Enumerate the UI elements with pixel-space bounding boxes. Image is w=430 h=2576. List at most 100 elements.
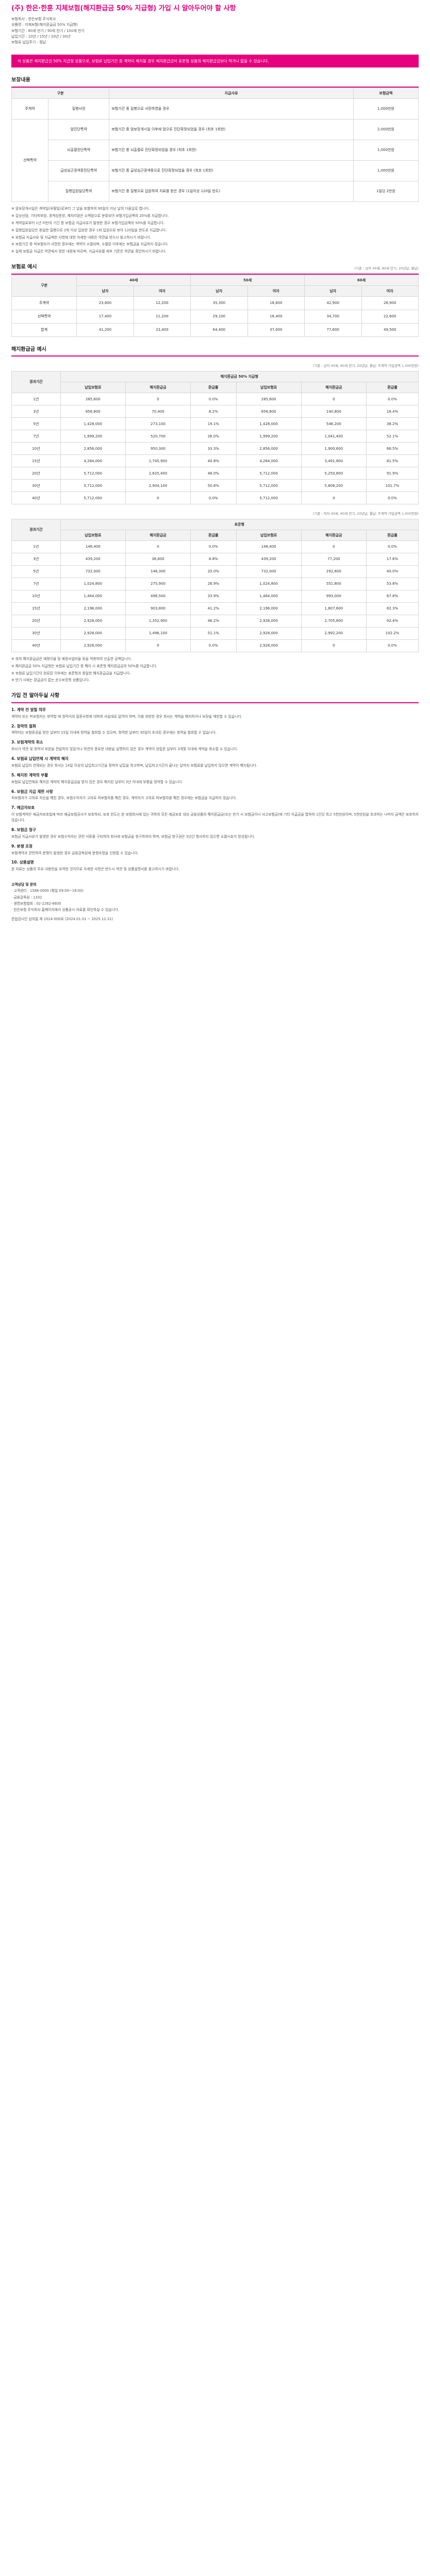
table-row: 20년 5,712,000 2,625,400 46.0% 5,712,000 5,250… bbox=[11, 467, 419, 480]
refund-cell: 33.3% bbox=[190, 442, 237, 455]
refund-header: 환급률 bbox=[366, 529, 419, 541]
guide-item: 2. 청약의 철회 계약자는 보험증권을 받은 날부터 15일 이내에 청약을 철… bbox=[11, 724, 419, 736]
guide-item-desc: 계약자 또는 피보험자는 청약할 때 청약서의 질문사항에 대하여 사실대로 알… bbox=[11, 714, 242, 719]
premium-cell: 41,200 bbox=[76, 323, 134, 337]
refund-cell: 20년 bbox=[11, 614, 61, 628]
refund-cell: 2,856,000 bbox=[236, 442, 302, 455]
coverage-desc: 보험기간 중 암보장개시일 이후에 암으로 진단확정되었을 경우 (최초 1회한… bbox=[109, 119, 354, 141]
coverage-name: 질병입원일당특약 bbox=[47, 181, 110, 202]
coverage-name: 뇌출혈진단특약 bbox=[47, 140, 110, 161]
note-line: ※ 보험료 납입기간이 완료된 이후에는 표준형과 동일한 해지환급금을 지급합… bbox=[11, 671, 131, 675]
table-row: 20년 2,928,000 1,352,900 46.2% 2,928,000 2,705… bbox=[11, 614, 419, 628]
table-row: 15년 4,284,000 1,745,900 40.8% 4,284,000 3,491… bbox=[11, 454, 419, 468]
refund-cell: 0 bbox=[125, 639, 191, 652]
table-row: 40년 5,712,000 0 0.0% 5,712,000 0 0.0% bbox=[11, 492, 419, 505]
guide-item-desc: 보험금 지급사유가 발생한 경우 보험수익자는 관련 서류를 구비하여 회사에 … bbox=[11, 834, 255, 839]
refund-cell: 0 bbox=[125, 393, 191, 406]
coverage-header-reason: 지급사유 bbox=[109, 87, 354, 99]
coverage-amount: 1일당 2만원 bbox=[353, 181, 419, 202]
table-row: 선택특약 암진단특약 보험기간 중 암보장개시일 이후에 암으로 진단확정되었을… bbox=[11, 119, 419, 202]
refund-cell: 10년 bbox=[11, 442, 61, 455]
table-row: 질병입원일당특약 보험기간 중 질병으로 입원하여 치료를 받은 경우 (1일이… bbox=[12, 181, 419, 202]
contact-line: · 한은보험 주식회사 홈페이지에서 상품공시 자료를 확인하실 수 있습니다. bbox=[11, 908, 120, 912]
refund-cell: 53.8% bbox=[366, 577, 419, 590]
refund-cell: 5,712,000 bbox=[60, 492, 126, 505]
refund-cell: 0 bbox=[125, 540, 191, 553]
guide-item-desc: 보험계약과 관련하여 분쟁이 발생한 경우 금융감독원에 분쟁조정을 신청할 수… bbox=[11, 851, 139, 855]
refund-cell: 285,600 bbox=[60, 393, 126, 406]
premium-cell: 29,100 bbox=[190, 309, 248, 324]
premium-cell: 18,600 bbox=[247, 296, 305, 310]
refund-subhead: (기준 : 남자 40세, 80세 만기, 20년납, 월납, 주계약 가입금액… bbox=[11, 364, 419, 368]
refund-header: 납입보험료 bbox=[60, 529, 126, 541]
refund-cell: 2,928,000 bbox=[60, 626, 126, 640]
refund-cell: 1,024,800 bbox=[60, 577, 126, 590]
refund-caption: (기준 : 남자 40세, 80세 만기, 20년납, 월납, 주계약 가입금액… bbox=[312, 364, 419, 368]
refund-cell: 5,250,800 bbox=[301, 467, 367, 480]
contact-line: · 금융감독원 : 1332 bbox=[11, 895, 42, 900]
refund-cell: 1,428,000 bbox=[236, 417, 302, 431]
refund-cell: 3년 bbox=[11, 552, 61, 566]
refund-header: 납입보험료 bbox=[236, 529, 302, 541]
page: (주) 한은·한훈 지체보험(해지환급금 50% 지급형) 가입 시 알아두어야… bbox=[0, 0, 430, 943]
refund-cell: 46.0% bbox=[190, 467, 237, 480]
refund-header: 납입보험료 bbox=[60, 381, 126, 394]
refund-cell: 15년 bbox=[11, 454, 61, 468]
refund-cell: 15년 bbox=[11, 602, 61, 615]
contact-section: 고객상담 및 문의 · 고객센터 : 1588-0000 (평일 09:00~1… bbox=[11, 882, 419, 922]
refund-cell: 2,928,000 bbox=[236, 639, 302, 652]
coverage-notes: ※ 암보장개시일은 계약일(부활일)로부터 그 날을 포함하여 90일이 지난 … bbox=[11, 206, 419, 255]
guide-item-title: 1. 계약 전 알릴 의무 bbox=[11, 707, 46, 712]
refund-cell: 0.0% bbox=[190, 492, 237, 505]
refund-cell: 273,100 bbox=[125, 417, 191, 431]
premium-cell: 34,700 bbox=[304, 309, 362, 324]
refund-cell: 2,625,400 bbox=[125, 467, 191, 480]
refund-cell: 903,800 bbox=[125, 602, 191, 615]
section-title-text: 가입 전 알아두실 사항 bbox=[11, 693, 60, 699]
guide-item-title: 8. 보험금 청구 bbox=[11, 827, 36, 832]
refund-cell: 8.2% bbox=[190, 405, 237, 418]
refund-cell: 40년 bbox=[11, 639, 61, 652]
refund-cell: 0.0% bbox=[190, 639, 237, 652]
refund-cell: 1년 bbox=[11, 393, 61, 406]
refund-notes: ※ 위의 해지환급금은 예정이율 및 예정사업비율 등을 적용하여 산출한 금액… bbox=[11, 656, 419, 684]
review-number: 준법감시인 심의필 제 2024-000호 (2024.01.01 ~ 2025… bbox=[11, 917, 113, 922]
premium-row-label: 주계약 bbox=[11, 296, 77, 310]
refund-cell: 19.1% bbox=[190, 417, 237, 431]
section-title-text: 보장내용 bbox=[11, 77, 30, 83]
note-line: ※ 암보장개시일은 계약일(부활일)로부터 그 날을 포함하여 90일이 지난 … bbox=[11, 207, 150, 211]
refund-cell: 1,807,600 bbox=[301, 602, 367, 615]
premium-cell: 49,500 bbox=[361, 323, 419, 337]
refund-section: 해지환급금 예시 (기준 : 남자 40세, 80세 만기, 20년납, 월납,… bbox=[11, 346, 419, 683]
refund-cell: 5,712,000 bbox=[236, 492, 302, 505]
refund-cell: 5,712,000 bbox=[236, 479, 302, 493]
guide-item-desc: 계약자는 보험증권을 받은 날부터 15일 이내에 청약을 철회할 수 있으며,… bbox=[11, 731, 217, 735]
refund-header: 납입보험료 bbox=[236, 381, 302, 394]
refund-cell: 8.8% bbox=[190, 552, 237, 566]
refund-header: 해지환급금 bbox=[301, 381, 367, 394]
section-title-text: 해지환급금 예시 bbox=[11, 346, 46, 352]
refund-cell: 1,745,900 bbox=[125, 454, 191, 468]
guide-item-title: 5. 해지된 계약의 부활 bbox=[11, 772, 48, 777]
note-line: ※ 계약일로부터 1년 미만의 기간 중 보험금 지급사유가 발생한 경우 보험… bbox=[11, 221, 165, 225]
contact-line: · 생명보험협회 : 02-2262-6600 bbox=[11, 901, 61, 906]
note-line: ※ 보험금 지급사유 및 지급제한 사항에 대한 자세한 내용은 약관을 반드시… bbox=[11, 235, 152, 240]
premium-header: 구분 bbox=[11, 274, 77, 297]
refund-header: 경과기간 bbox=[11, 370, 61, 394]
refund-cell: 0.0% bbox=[366, 540, 419, 553]
table-row: 1년 285,600 0 0.0% 285,600 0 0.0% bbox=[11, 393, 419, 406]
refund-cell: 2,856,000 bbox=[60, 442, 126, 455]
product-info: 보험회사 : 한은보험 주식회사 상품명 : 지체보험(해지환급금 50% 지급… bbox=[11, 16, 419, 45]
premium-cell: 22,600 bbox=[361, 309, 419, 324]
refund-cell: 52.1% bbox=[366, 430, 419, 443]
refund-cell: 2,904,100 bbox=[125, 479, 191, 493]
guide-item-desc: 본 자료는 상품의 주요 내용만을 요약한 것이므로 자세한 사항은 반드시 약… bbox=[11, 867, 180, 872]
note-line: ※ 갑상선암, 기타피부암, 경계성종양, 제자리암은 소액암으로 분류되어 보… bbox=[11, 213, 169, 218]
refund-cell: 50.8% bbox=[190, 479, 237, 493]
refund-cell: 0 bbox=[301, 540, 367, 553]
guide-item: 6. 보험금 지급 제한 사항 피보험자가 고의로 자신을 해친 경우, 보험수익… bbox=[11, 789, 419, 802]
guide-item-desc: 이 보험계약은 예금자보호법에 따라 예금보험공사가 보호하되, 보호 한도는 … bbox=[11, 812, 419, 823]
refund-cell: 30년 bbox=[11, 626, 61, 640]
premium-subheader: 여자 bbox=[133, 285, 191, 297]
table-row: 합계 41,200 23,400 64,400 37,000 77,600 49,500 bbox=[11, 323, 419, 337]
